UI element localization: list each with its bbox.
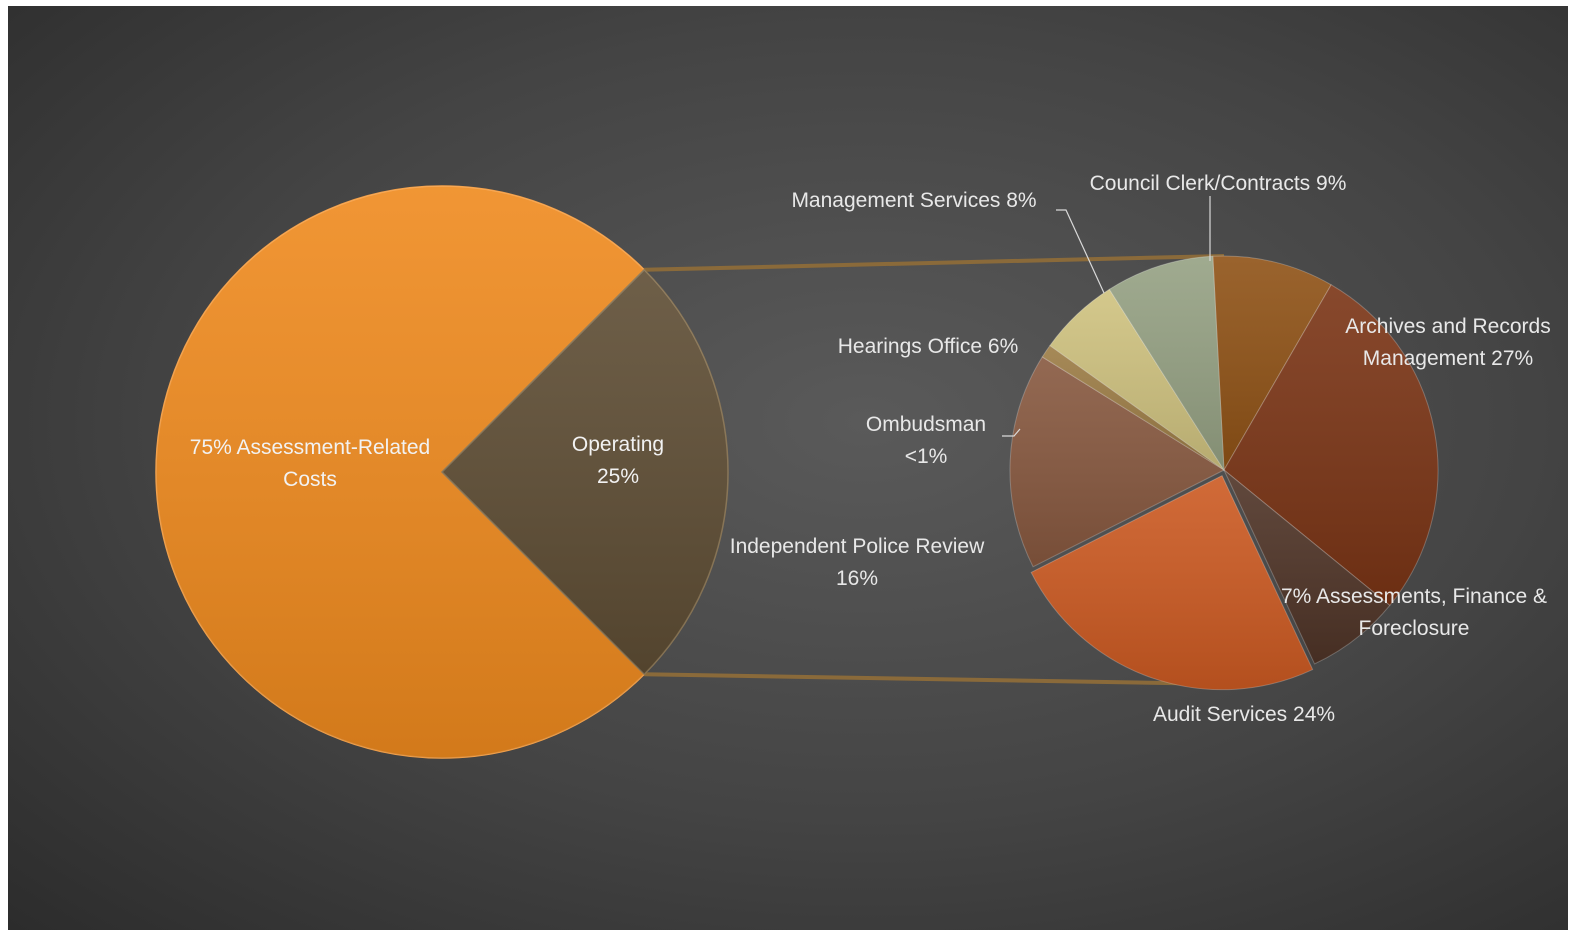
data-label-line: Costs <box>283 468 337 491</box>
slice-shading <box>1224 470 1390 664</box>
connector-line-bottom <box>644 672 1225 686</box>
leader-line-ombudsman-1 <box>1002 428 1021 437</box>
chart-area: 75% Assessment-Related Costs Operating 25% C… <box>8 6 1568 930</box>
data-label-7-assessments-finance-foreclosure: 7% Assessments, Finance & Foreclosure <box>1281 585 1547 640</box>
pie-of-pie-chart: 75% Assessment-Related Costs Operating 25% C… <box>155 172 1551 759</box>
data-label-line: <1% <box>905 445 948 468</box>
data-label-independent-police-review-16: Independent Police Review 16% <box>730 535 985 590</box>
data-label-line: Ombudsman <box>866 413 986 436</box>
data-label-line: Management 27% <box>1363 347 1533 370</box>
slice-shading <box>1224 284 1438 606</box>
data-label-management-services-8: Management Services 8% <box>791 189 1036 212</box>
data-label-line: Archives and Records <box>1345 315 1550 338</box>
data-label-operating-25: Operating 25% <box>572 433 664 488</box>
data-label-line: 7% Assessments, Finance & <box>1281 585 1547 608</box>
data-label-archives-and-records-management-27: Archives and Records Management 27% <box>1345 315 1550 370</box>
slice-shading <box>1010 356 1224 567</box>
slice-shading <box>156 186 645 758</box>
data-label-line: Hearings Office 6% <box>838 335 1019 358</box>
data-label-line: Operating <box>572 433 664 456</box>
data-label-line: Audit Services 24% <box>1153 703 1335 726</box>
data-label-line: Council Clerk/Contracts 9% <box>1090 172 1347 195</box>
data-label-audit-services-24: Audit Services 24% <box>1153 703 1335 726</box>
data-label-line: Management Services 8% <box>791 189 1036 212</box>
slice-shading <box>1049 289 1224 470</box>
data-label-line: 75% Assessment-Related <box>190 436 430 459</box>
data-label-line: Foreclosure <box>1359 617 1470 640</box>
data-label-ombudsman-1: Ombudsman <1% <box>866 413 986 468</box>
slice-shading <box>1031 475 1313 690</box>
data-label-line: 16% <box>836 567 878 590</box>
slice-shading <box>442 269 728 675</box>
data-label-council-clerk-contracts-9: Council Clerk/Contracts 9% <box>1090 172 1347 195</box>
data-label-hearings-office-6: Hearings Office 6% <box>838 335 1019 358</box>
connector-line-top <box>644 254 1225 272</box>
data-label-line: 25% <box>597 465 639 488</box>
slice-shading <box>1109 256 1224 470</box>
slice-shading <box>1042 345 1224 470</box>
data-label-line: Independent Police Review <box>730 535 985 558</box>
data-label-75-assessment-related-costs: 75% Assessment-Related Costs <box>190 436 430 491</box>
leader-line-management-services-8 <box>1056 209 1105 294</box>
slice-shading <box>1212 255 1332 470</box>
